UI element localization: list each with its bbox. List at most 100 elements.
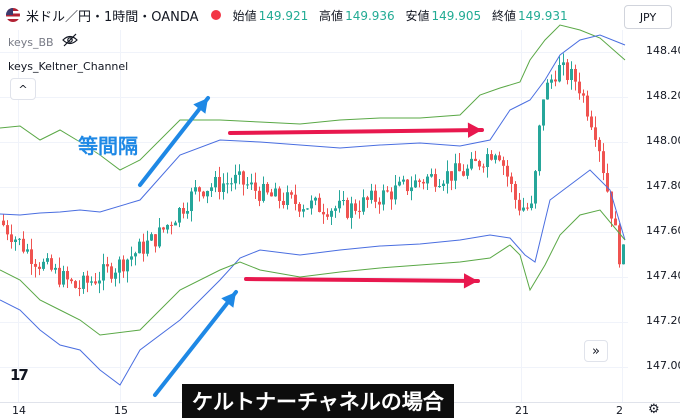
collapse-indicators-button[interactable]: ^ <box>10 78 36 100</box>
candle-body <box>230 183 233 185</box>
candle-body <box>294 194 297 204</box>
candle-body <box>442 183 445 187</box>
candle-body <box>542 99 545 126</box>
candle-body <box>166 224 169 230</box>
high-value: 149.936 <box>345 8 395 23</box>
candle-body <box>422 181 425 184</box>
candle-body <box>242 171 245 185</box>
bb-lower-band <box>0 209 626 336</box>
candle-body <box>122 259 125 272</box>
candle-body <box>518 199 521 211</box>
candle-body <box>6 225 9 235</box>
candle-body <box>74 281 77 288</box>
candle-body <box>582 93 585 96</box>
candle-body <box>478 160 481 167</box>
candle-body <box>350 203 353 218</box>
candle-body <box>566 62 569 80</box>
time-tick: 15 <box>114 404 128 417</box>
candle-body <box>374 190 377 202</box>
candle-body <box>218 176 221 192</box>
price-tick: 147.600 <box>646 224 680 237</box>
candle-body <box>46 258 49 262</box>
candle-body <box>610 191 613 219</box>
candle-body <box>190 191 193 212</box>
red-arrow-lower-head <box>463 273 478 289</box>
indicator-bb-label[interactable]: keys_BB <box>8 36 54 49</box>
close-label: 終値 <box>491 8 516 23</box>
candle-body <box>198 187 201 192</box>
candle-body <box>302 209 305 212</box>
candle-body <box>526 207 529 209</box>
candle-body <box>510 176 513 184</box>
indicator-keltner-label[interactable]: keys_Keltner_Channel <box>8 60 129 73</box>
candle-body <box>534 171 537 204</box>
candle-body <box>30 249 33 264</box>
candle-body <box>318 197 321 212</box>
blue-arrow-upper <box>138 96 210 187</box>
candle-body <box>150 234 153 241</box>
time-tick: 14 <box>12 404 26 417</box>
candle-body <box>278 188 281 201</box>
candle-body <box>162 227 165 230</box>
candle-body <box>494 155 497 160</box>
price-tick: 147.200 <box>646 314 680 327</box>
candle-body <box>62 271 65 285</box>
candle-body <box>586 95 589 117</box>
candle-body <box>222 183 225 192</box>
close-value: 149.931 <box>518 8 568 23</box>
symbol-title[interactable]: 米ドル／円・1時間・OANDA <box>26 9 199 25</box>
candle-body <box>430 174 433 177</box>
market-status-icon <box>210 10 221 20</box>
price-axis[interactable] <box>628 30 680 404</box>
candle-body <box>462 171 465 176</box>
candle-body <box>550 79 553 83</box>
candle-body <box>310 200 313 209</box>
candle-body <box>114 272 117 279</box>
high-label: 高値 <box>319 8 344 23</box>
low-label: 安値 <box>405 8 430 23</box>
candle-body <box>490 154 493 160</box>
hidden-eye-icon[interactable] <box>62 33 78 47</box>
candle-body <box>186 211 189 214</box>
scroll-to-realtime-button[interactable]: » <box>584 340 608 362</box>
candle-body <box>66 271 69 280</box>
candle-body <box>34 263 37 267</box>
candle-body <box>266 183 269 193</box>
time-tick: 2 <box>616 404 623 417</box>
candle-body <box>602 151 605 174</box>
candle-body <box>38 266 41 269</box>
currency-selector[interactable]: JPY <box>624 5 672 29</box>
us-flag-icon <box>6 8 20 22</box>
tradingview-logo[interactable]: 17 <box>10 366 29 384</box>
candle-body <box>482 166 485 168</box>
candle-body <box>10 234 13 242</box>
candle-body <box>206 190 209 197</box>
blue-arrow-upper-head <box>193 98 208 114</box>
candle-body <box>382 190 385 205</box>
candle-body <box>214 176 217 188</box>
blue-arrow-lower <box>153 290 238 397</box>
candle-body <box>274 188 277 197</box>
candle-body <box>426 176 429 184</box>
candle-body <box>466 168 469 176</box>
candle-body <box>202 191 205 197</box>
candle-body <box>498 155 501 161</box>
candle-body <box>238 171 241 175</box>
candle-body <box>330 210 333 217</box>
candle-body <box>606 173 609 192</box>
candle-body <box>106 264 109 267</box>
low-value: 149.905 <box>431 8 482 23</box>
candle-body <box>210 187 213 191</box>
candle-body <box>410 187 413 192</box>
price-tick: 148.200 <box>646 89 680 102</box>
candle-body <box>502 160 505 166</box>
candle-body <box>506 165 509 177</box>
candle-body <box>314 197 317 201</box>
gear-icon[interactable]: ⚙ <box>648 402 660 417</box>
candle-body <box>326 214 329 217</box>
red-arrow-lower <box>244 277 480 283</box>
candle-body <box>486 154 489 168</box>
candle-body <box>598 139 601 152</box>
candle-body <box>146 240 149 254</box>
